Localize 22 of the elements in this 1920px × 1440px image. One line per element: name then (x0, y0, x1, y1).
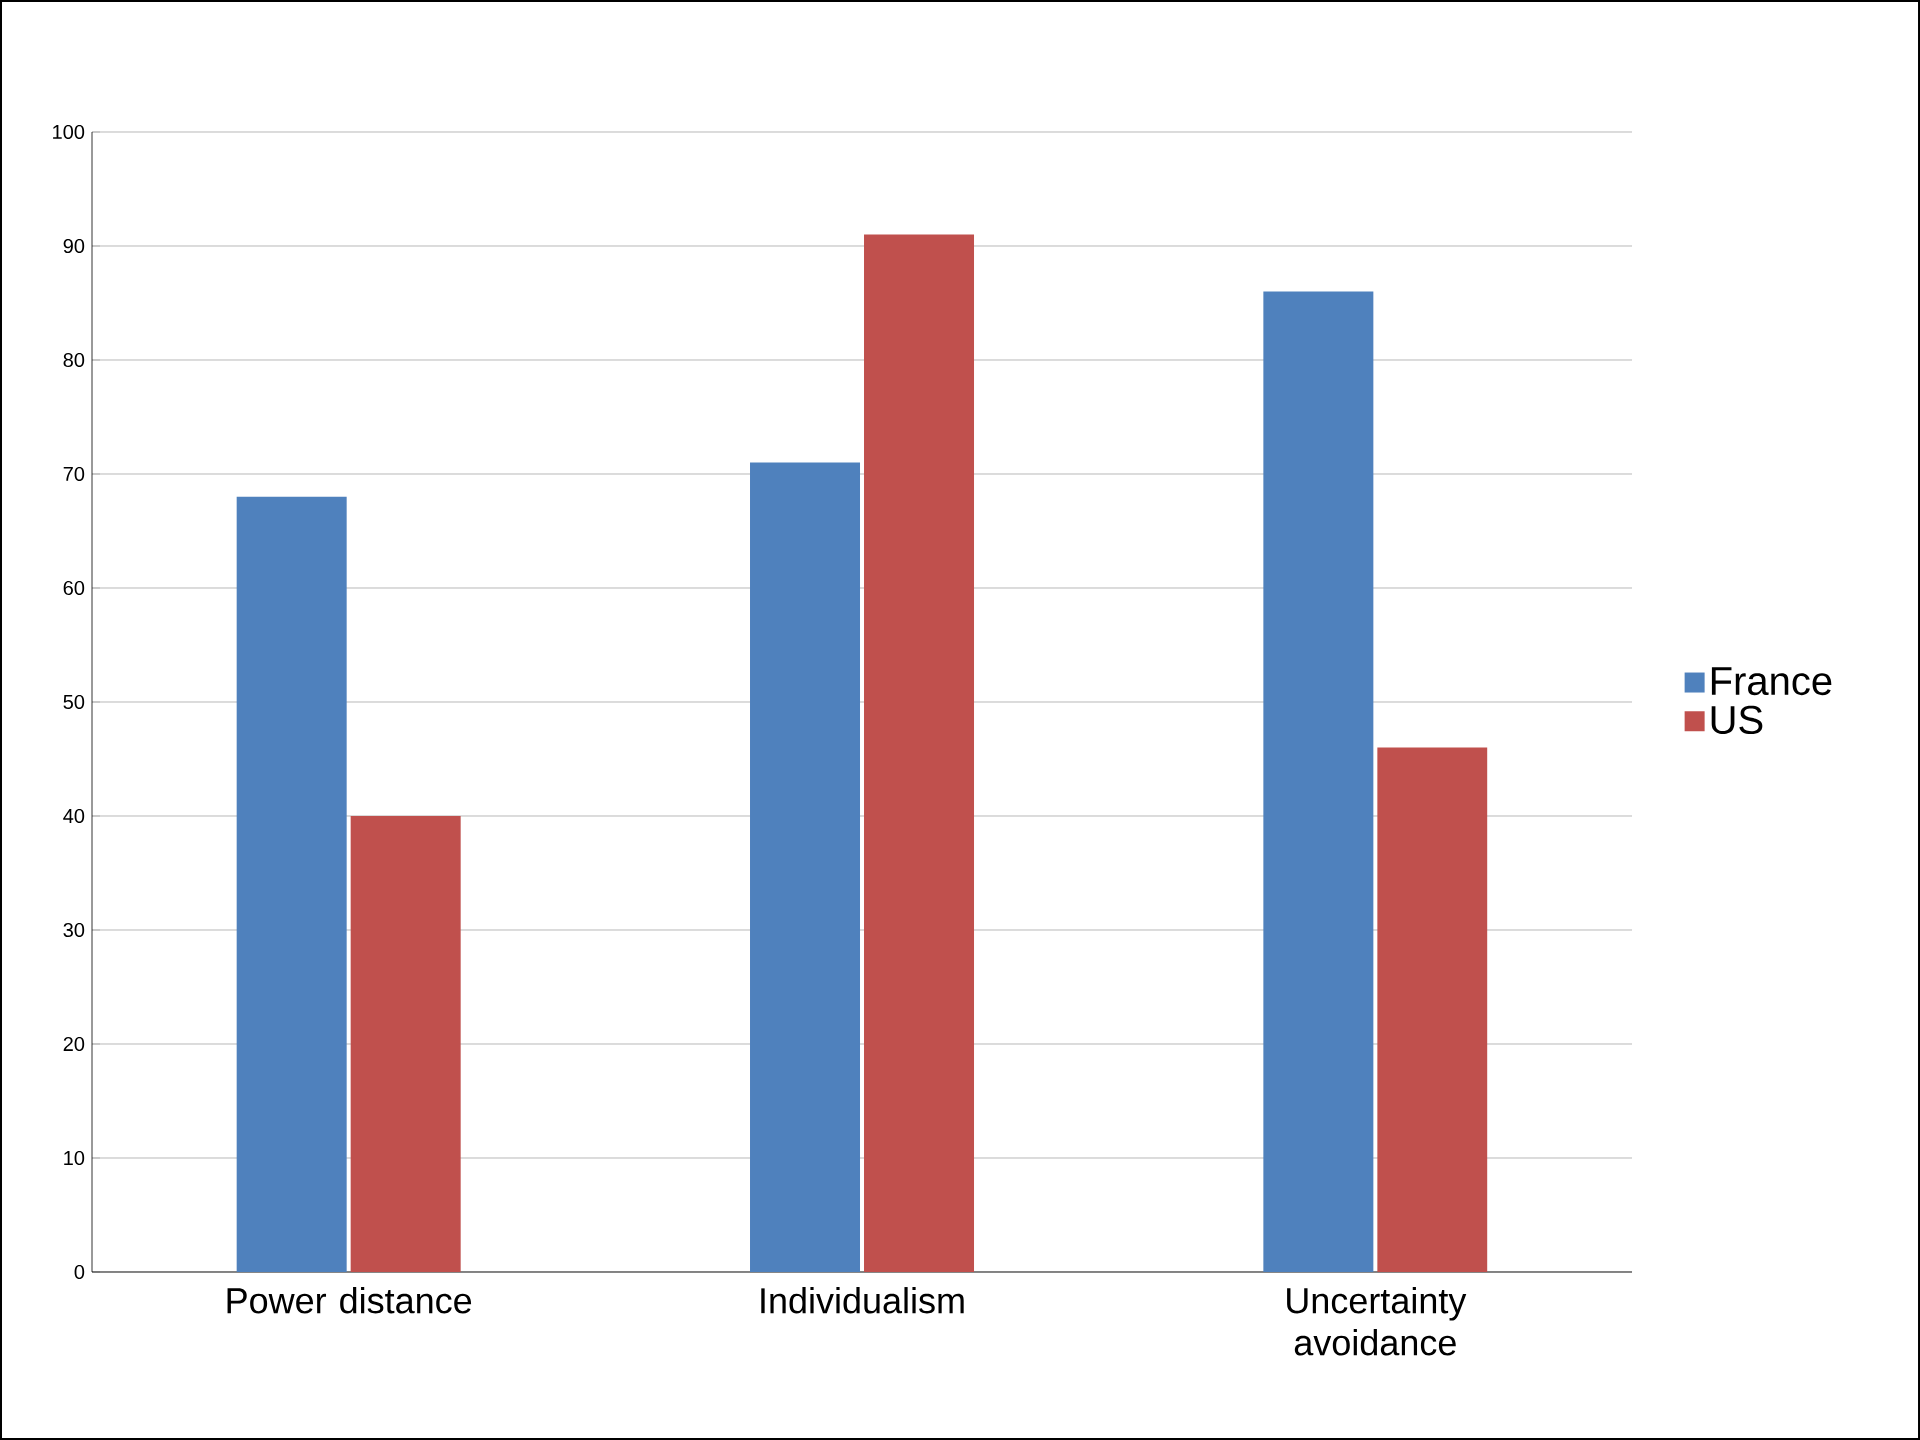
y-tick-label: 30 (63, 922, 85, 938)
bar (1377, 747, 1488, 1272)
y-tick-label: 40 (63, 808, 85, 824)
y-tick-label: 10 (64, 1150, 85, 1166)
bar (750, 462, 861, 1272)
bar (350, 815, 461, 1272)
y-tick-label: 60 (63, 580, 85, 596)
y-tick-label: 20 (63, 1036, 85, 1052)
y-tick-label: 50 (63, 694, 85, 710)
x-tick-label: Power distance (227, 1287, 472, 1314)
bar (864, 234, 975, 1272)
legend-label: France (1711, 667, 1832, 696)
legend-label: US (1711, 705, 1763, 735)
y-tick-label: 80 (63, 352, 85, 368)
x-tick-label: Uncertainty avoidance (1287, 1287, 1467, 1356)
y-tick-label: 90 (63, 238, 85, 254)
y-tick-label: 0 (74, 1264, 85, 1280)
y-tick-label: 70 (63, 466, 85, 482)
y-tick-label: 100 (53, 124, 85, 140)
x-tick-label: Individualism (761, 1287, 964, 1314)
bar (1263, 291, 1374, 1272)
bar (236, 496, 347, 1272)
